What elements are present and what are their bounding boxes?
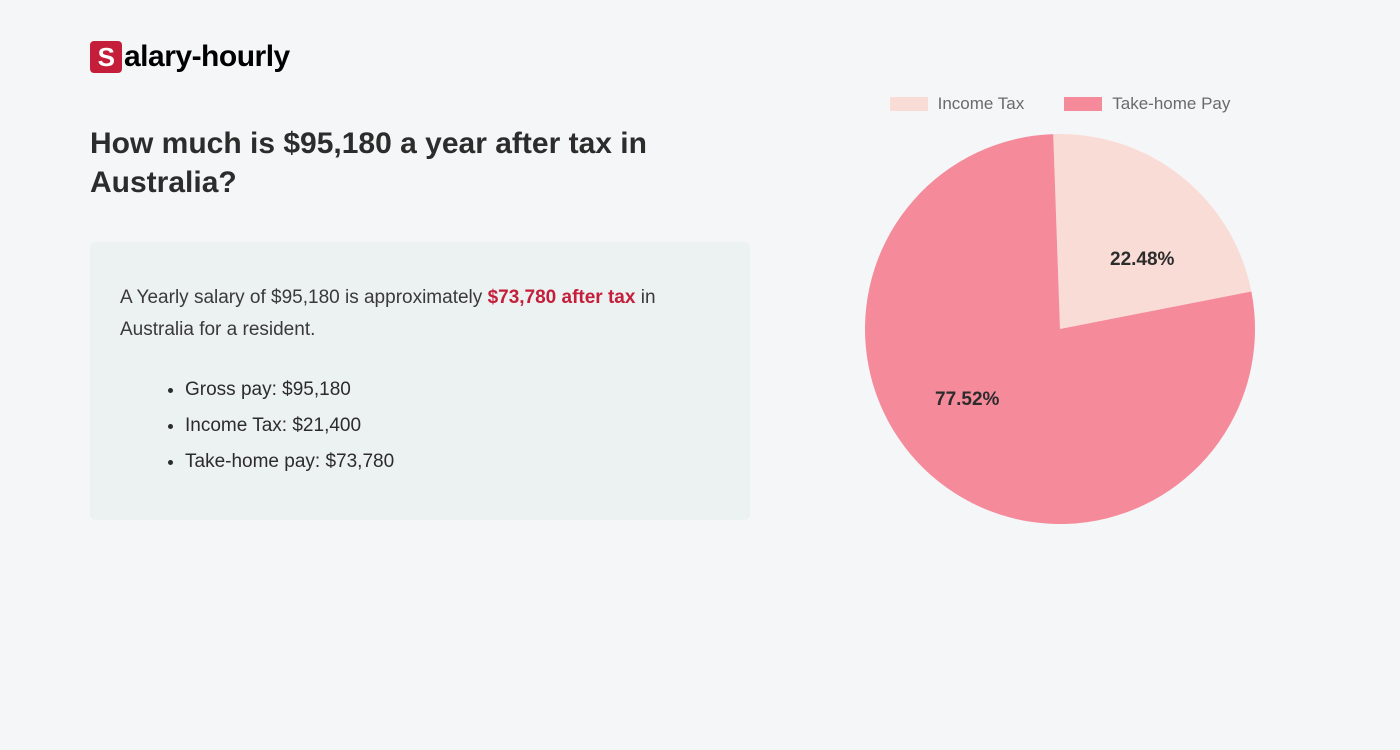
summary-highlight: $73,780 after tax bbox=[488, 287, 636, 308]
list-item: Income Tax: $21,400 bbox=[185, 408, 720, 444]
summary-pre: A Yearly salary of $95,180 is approximat… bbox=[120, 287, 488, 308]
chart-column: Income Tax Take-home Pay 22.48% 77.52% bbox=[810, 94, 1310, 524]
list-item: Gross pay: $95,180 bbox=[185, 372, 720, 408]
pie-chart: 22.48% 77.52% bbox=[865, 134, 1255, 524]
left-column: How much is $95,180 a year after tax in … bbox=[90, 124, 750, 520]
summary-text: A Yearly salary of $95,180 is approximat… bbox=[120, 282, 720, 347]
pie-label-take-home: 77.52% bbox=[935, 389, 999, 411]
logo-text: alary-hourly bbox=[124, 40, 290, 74]
pie-svg bbox=[865, 134, 1255, 524]
legend-swatch bbox=[1064, 97, 1102, 111]
bullet-list: Gross pay: $95,180 Income Tax: $21,400 T… bbox=[120, 372, 720, 480]
legend-item-take-home: Take-home Pay bbox=[1064, 94, 1230, 114]
legend-item-income-tax: Income Tax bbox=[890, 94, 1025, 114]
list-item: Take-home pay: $73,780 bbox=[185, 444, 720, 480]
logo-badge: S bbox=[90, 41, 122, 73]
pie-label-income-tax: 22.48% bbox=[1110, 249, 1174, 271]
site-logo: Salary-hourly bbox=[90, 40, 1310, 74]
legend-label: Take-home Pay bbox=[1112, 94, 1230, 114]
chart-legend: Income Tax Take-home Pay bbox=[890, 94, 1231, 114]
summary-box: A Yearly salary of $95,180 is approximat… bbox=[90, 242, 750, 520]
page-title: How much is $95,180 a year after tax in … bbox=[90, 124, 750, 202]
legend-label: Income Tax bbox=[938, 94, 1025, 114]
legend-swatch bbox=[890, 97, 928, 111]
